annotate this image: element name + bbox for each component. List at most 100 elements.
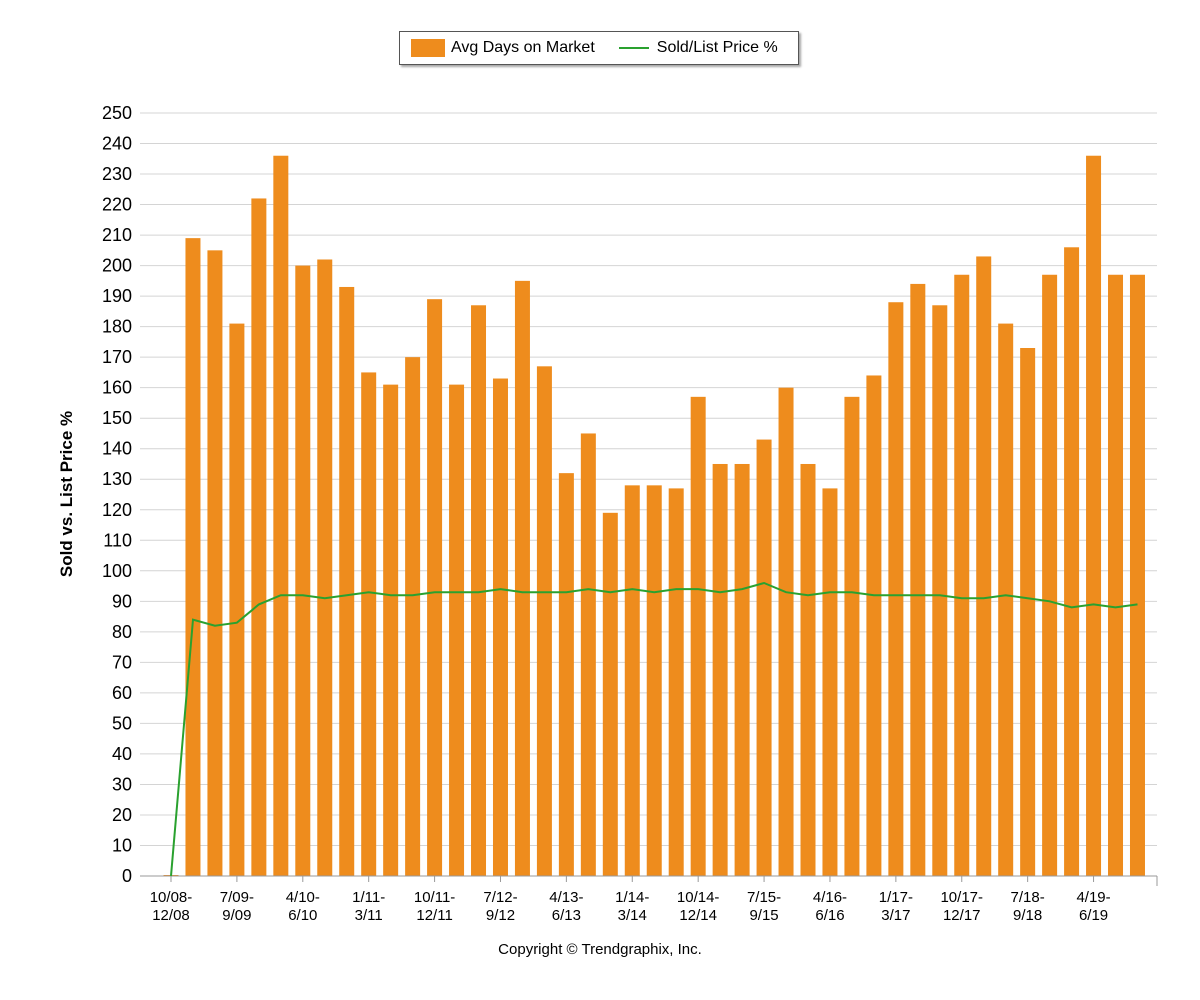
bar[interactable] — [844, 396, 860, 876]
y-tick-label: 80 — [112, 622, 132, 642]
copyright-text: Copyright © Trendgraphix, Inc. — [498, 941, 702, 958]
bar[interactable] — [536, 366, 552, 876]
legend: Avg Days on Market Sold/List Price % — [399, 31, 799, 65]
bar[interactable] — [734, 463, 750, 876]
bar[interactable] — [383, 384, 399, 876]
x-tick-label: 9/09 — [222, 907, 251, 924]
y-tick-label: 140 — [102, 439, 132, 459]
x-tick-label: 10/17- — [940, 889, 983, 906]
bar[interactable] — [207, 250, 223, 877]
y-tick-label: 70 — [112, 652, 132, 672]
x-tick-label: 7/12- — [483, 889, 517, 906]
legend-label-bars: Avg Days on Market — [451, 39, 595, 56]
legend-item-days-on-market[interactable]: Avg Days on Market — [411, 39, 595, 57]
bar[interactable] — [1129, 274, 1145, 877]
bar[interactable] — [822, 488, 838, 876]
bar[interactable] — [1020, 348, 1036, 876]
x-tick-label: 4/16- — [813, 889, 847, 906]
bar[interactable] — [251, 198, 267, 876]
bar[interactable] — [998, 323, 1014, 876]
x-tick-label: 12/08 — [152, 907, 190, 924]
x-tick-label: 7/09- — [220, 889, 254, 906]
bar[interactable] — [602, 512, 618, 876]
y-tick-label: 150 — [102, 408, 132, 428]
bar[interactable] — [932, 305, 948, 876]
x-tick-label: 12/17 — [943, 907, 981, 924]
y-tick-label: 110 — [103, 530, 132, 550]
bar[interactable] — [1042, 274, 1058, 877]
x-tick-label: 9/18 — [1013, 907, 1042, 924]
bar[interactable] — [712, 463, 728, 876]
bar[interactable] — [449, 384, 465, 876]
y-tick-label: 30 — [112, 774, 132, 794]
sold-list-price-line — [170, 581, 1138, 877]
x-tick-label: 3/11 — [355, 907, 383, 924]
x-tick-label: 10/11- — [414, 889, 455, 906]
x-tick-label: 1/14- — [615, 889, 649, 906]
legend-swatch-line — [618, 47, 649, 49]
x-tick-label: 4/13- — [549, 889, 583, 906]
y-tick-label: 60 — [112, 683, 132, 703]
y-tick-label: 50 — [112, 713, 132, 733]
bar[interactable] — [1108, 274, 1124, 877]
bar[interactable] — [976, 256, 992, 877]
bar[interactable] — [1086, 155, 1102, 876]
y-tick-label: 20 — [112, 805, 132, 825]
bar[interactable] — [317, 259, 333, 877]
y-tick-label: 120 — [102, 500, 132, 520]
bar[interactable] — [492, 378, 508, 876]
bar[interactable] — [580, 433, 596, 876]
x-tick-label: 10/08- — [150, 889, 193, 906]
y-tick-label: 210 — [102, 225, 132, 245]
x-tick-label: 6/16 — [815, 907, 844, 924]
bar[interactable] — [954, 274, 970, 877]
x-tick-label: 6/19 — [1079, 907, 1108, 924]
bar[interactable] — [405, 357, 421, 876]
bar[interactable] — [339, 286, 355, 876]
bar[interactable] — [514, 280, 530, 876]
bar[interactable] — [800, 463, 816, 876]
bar[interactable] — [756, 439, 772, 876]
y-tick-label: 170 — [102, 347, 132, 367]
y-tick-label: 160 — [102, 378, 132, 398]
y-tick-label: 10 — [112, 835, 132, 855]
x-tick-label: 3/14 — [618, 907, 647, 924]
x-tick-label: 7/18- — [1011, 889, 1045, 906]
bar[interactable] — [229, 323, 245, 876]
bar[interactable] — [558, 473, 574, 876]
x-tick-label: 4/19- — [1076, 889, 1110, 906]
y-tick-label: 40 — [112, 744, 132, 764]
x-tick-label: 12/14 — [679, 907, 717, 924]
bar[interactable] — [910, 283, 926, 876]
bar[interactable] — [361, 372, 377, 876]
bar[interactable] — [273, 155, 289, 876]
legend-item-sold-list-price[interactable]: Sold/List Price % — [618, 39, 778, 57]
x-tick-label: 6/13 — [552, 907, 581, 924]
bar[interactable] — [778, 387, 794, 876]
bar[interactable] — [888, 302, 904, 876]
y-axis-label: Sold vs. List Price % — [57, 410, 76, 578]
x-tick-label: 6/10 — [288, 907, 317, 924]
x-tick-label: 3/17 — [881, 907, 910, 924]
bar[interactable] — [668, 488, 684, 876]
x-tick-label: 4/10- — [286, 889, 320, 906]
y-tick-label: 90 — [112, 591, 132, 611]
bar[interactable] — [646, 485, 662, 876]
x-tick-label: 9/15 — [749, 907, 778, 924]
bar[interactable] — [1064, 247, 1080, 877]
bar[interactable] — [624, 485, 640, 876]
bar[interactable] — [427, 299, 443, 876]
y-tick-label: 0 — [122, 866, 132, 886]
bar[interactable] — [866, 375, 882, 876]
bar[interactable] — [471, 305, 487, 876]
y-tick-label: 250 — [102, 103, 132, 123]
y-tick-label: 130 — [102, 469, 132, 489]
bar[interactable] — [690, 396, 706, 876]
x-tick-label: 1/11- — [352, 889, 385, 906]
bar[interactable] — [185, 238, 201, 876]
bar[interactable] — [295, 265, 311, 877]
y-tick-label: 100 — [102, 561, 132, 581]
y-tick-label: 200 — [102, 256, 132, 276]
